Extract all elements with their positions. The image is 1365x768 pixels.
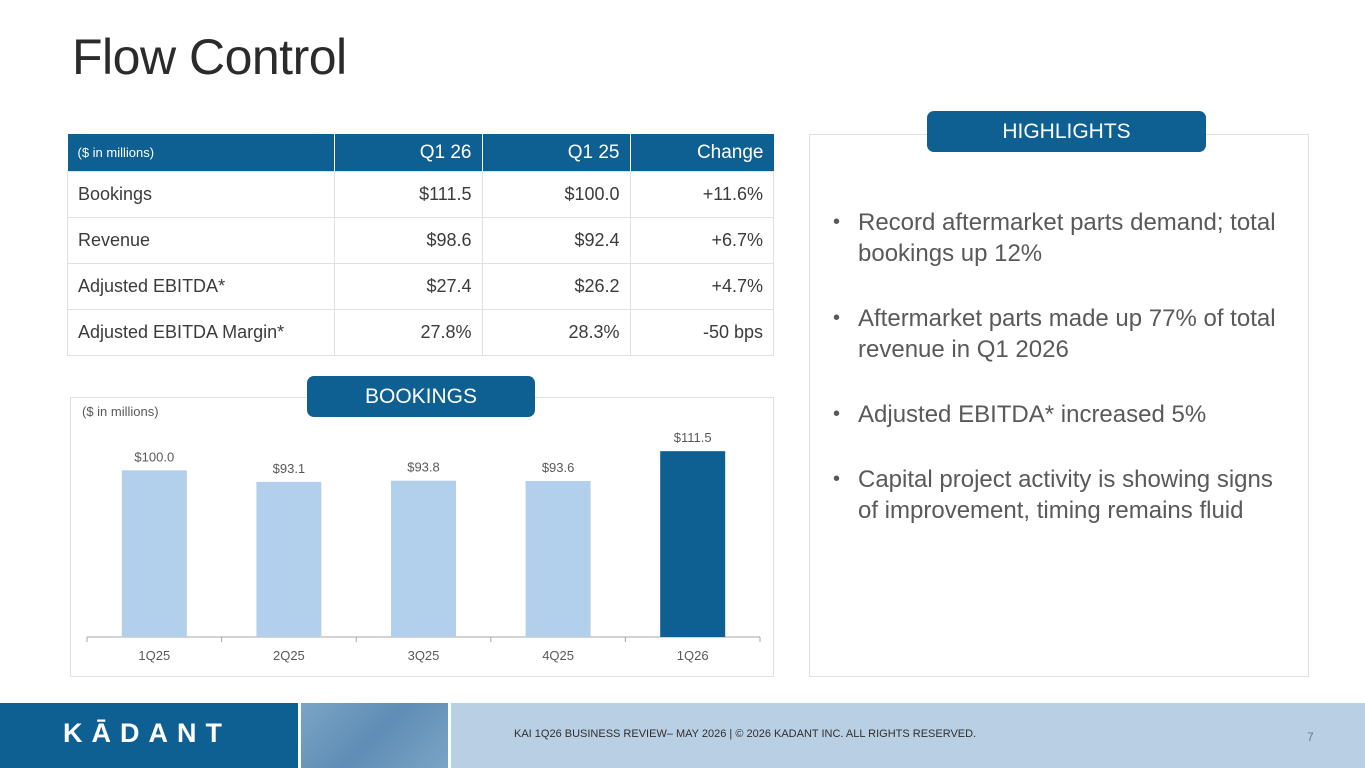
bar-data-label: $93.6 xyxy=(542,460,575,475)
table-cell: Revenue xyxy=(67,217,335,264)
table-row: Adjusted EBITDA Margin* 27.8% 28.3% -50 … xyxy=(67,309,774,356)
table-cell: $92.4 xyxy=(481,217,631,264)
highlight-text: Capital project activity is showing sign… xyxy=(858,466,1273,524)
bookings-bar-chart: $100.0 1Q25 $93.1 2Q25 $93.8 3Q25 $93.6 4Q25 $11… xyxy=(86,430,761,663)
x-tick-label: 3Q25 xyxy=(408,648,440,663)
table-cell: $27.4 xyxy=(333,263,483,310)
table-header-cell: Q1 25 xyxy=(482,134,631,172)
footer-band xyxy=(451,703,1365,768)
x-tick-label: 4Q25 xyxy=(542,648,574,663)
list-item: • Adjusted EBITDA* increased 5% xyxy=(833,399,1293,430)
table-cell: Adjusted EBITDA Margin* xyxy=(67,309,335,356)
page-number: 7 xyxy=(1307,730,1314,744)
table-cell: +11.6% xyxy=(629,171,774,218)
table-header-cell: Change xyxy=(630,134,774,172)
bullet-icon: • xyxy=(833,403,841,425)
bullet-icon: • xyxy=(833,307,841,329)
footer: KĀDANT KAI 1Q26 BUSINESS REVIEW– MAY 202… xyxy=(0,703,1365,768)
bullet-icon: • xyxy=(833,211,841,233)
bar-data-label: $93.8 xyxy=(407,460,440,475)
table-cell: 27.8% xyxy=(333,309,483,356)
table-cell: $111.5 xyxy=(333,171,483,218)
bar-1Q26 xyxy=(660,451,726,637)
highlights-list: • Record aftermarket parts demand; total … xyxy=(833,207,1293,560)
table-cell: $26.2 xyxy=(481,263,631,310)
bookings-chart-panel: ($ in millions) $100.0 1Q25 $93.1 2Q25 $93.8… xyxy=(70,397,774,677)
x-tick-label: 2Q25 xyxy=(273,648,305,663)
table-row: Bookings $111.5 $100.0 +11.6% xyxy=(67,171,774,218)
bookings-section-label: BOOKINGS xyxy=(307,376,535,417)
table-header-cell: Q1 26 xyxy=(334,134,483,172)
table-cell: 28.3% xyxy=(481,309,631,356)
bar-3Q25 xyxy=(391,480,456,637)
table-cell: Adjusted EBITDA* xyxy=(67,263,335,310)
bar-data-label: $100.0 xyxy=(134,449,174,464)
table-row: Adjusted EBITDA* $27.4 $26.2 +4.7% xyxy=(67,263,774,310)
x-tick-label: 1Q25 xyxy=(138,648,170,663)
bar-2Q25 xyxy=(256,481,322,637)
list-item: • Record aftermarket parts demand; total … xyxy=(833,207,1293,269)
highlight-text: Adjusted EBITDA* increased 5% xyxy=(858,401,1207,428)
table-cell: -50 bps xyxy=(629,309,774,356)
highlight-text: Aftermarket parts made up 77% of total r… xyxy=(858,305,1276,363)
footer-copyright: KAI 1Q26 BUSINESS REVIEW– MAY 2026 | © 2… xyxy=(514,728,977,740)
list-item: • Aftermarket parts made up 77% of total … xyxy=(833,303,1293,365)
footer-logo-block: KĀDANT xyxy=(0,703,298,768)
bar-1Q25 xyxy=(121,470,187,637)
page-title: Flow Control xyxy=(72,29,347,85)
bullet-icon: • xyxy=(833,468,841,490)
kadant-logo: KĀDANT xyxy=(63,718,231,748)
chart-unit-label: ($ in millions) xyxy=(82,404,159,419)
bar-4Q25 xyxy=(525,481,591,637)
bar-data-label: $111.5 xyxy=(674,430,712,445)
table-row: Revenue $98.6 $92.4 +6.7% xyxy=(67,217,774,264)
highlights-section-label: HIGHLIGHTS xyxy=(927,111,1206,152)
table-cell: $98.6 xyxy=(333,217,483,264)
table-header-cell: ($ in millions) xyxy=(67,134,335,172)
footer-decoration xyxy=(301,703,448,768)
table-header-row: ($ in millions) Q1 26 Q1 25 Change xyxy=(67,134,774,172)
financial-table: ($ in millions) Q1 26 Q1 25 Change Booki… xyxy=(67,134,774,356)
table-cell: +6.7% xyxy=(629,217,774,264)
x-tick-label: 1Q26 xyxy=(677,648,709,663)
table-cell: $100.0 xyxy=(481,171,631,218)
list-item: • Capital project activity is showing sig… xyxy=(833,464,1293,526)
bar-data-label: $93.1 xyxy=(273,461,306,476)
table-cell: +4.7% xyxy=(629,263,774,310)
table-cell: Bookings xyxy=(67,171,335,218)
highlight-text: Record aftermarket parts demand; total b… xyxy=(858,209,1276,267)
